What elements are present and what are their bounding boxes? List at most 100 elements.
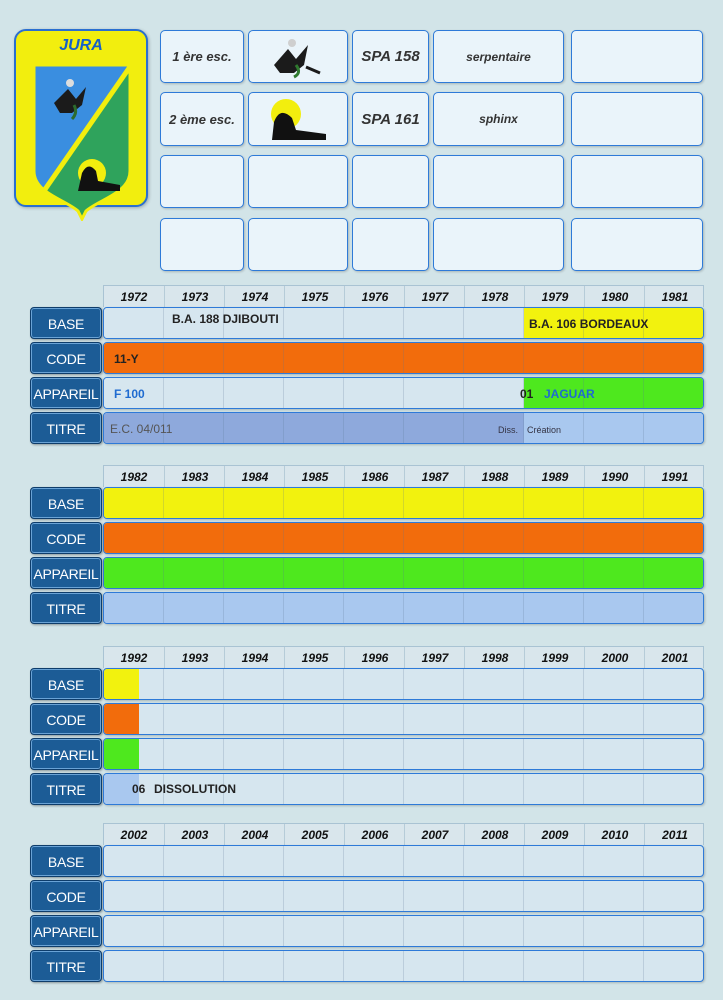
year-label: 2002 <box>120 828 148 842</box>
year-gridline <box>583 916 584 946</box>
year-label: 2011 <box>644 824 705 846</box>
year-gridline <box>223 523 224 553</box>
year-gridline <box>463 593 464 623</box>
year-gridline <box>403 916 404 946</box>
year-gridline <box>463 916 464 946</box>
year-gridline <box>343 669 344 699</box>
year-gridline <box>583 704 584 734</box>
timeline-segment <box>524 378 703 408</box>
timeline-track-titre <box>103 950 704 982</box>
year-gridline <box>223 739 224 769</box>
year-gridline <box>283 343 284 373</box>
year-gridline <box>583 774 584 804</box>
year-gridline <box>523 488 524 518</box>
year-gridline <box>163 593 164 623</box>
year-gridline <box>343 916 344 946</box>
squadron-escadrille: 1 ère esc. <box>160 30 244 83</box>
timeline-track-code <box>103 522 704 554</box>
year-gridline <box>463 704 464 734</box>
year-gridline <box>343 378 344 408</box>
year-gridline <box>583 739 584 769</box>
timeline-track-code: 11-Y <box>103 342 704 374</box>
timeline-track-base <box>103 487 704 519</box>
year-label: 1976 <box>344 286 405 308</box>
year-gridline <box>223 488 224 518</box>
row-label-base: BASE <box>30 668 102 700</box>
year-gridline <box>223 558 224 588</box>
timeline-segment <box>104 413 524 443</box>
year-gridline <box>343 951 344 981</box>
year-gridline <box>523 881 524 911</box>
year-gridline <box>343 558 344 588</box>
year-gridline <box>403 739 404 769</box>
year-gridline <box>283 916 284 946</box>
year-gridline <box>523 523 524 553</box>
timeline-track-appareil: F 100 01 JAGUAR <box>103 377 704 409</box>
year-label: 1989 <box>524 466 585 488</box>
timeline-entry-text: 01 <box>520 387 534 401</box>
year-gridline <box>523 669 524 699</box>
year-label: 1991 <box>644 466 705 488</box>
year-gridline <box>403 881 404 911</box>
year-gridline <box>523 593 524 623</box>
year-gridline <box>643 739 644 769</box>
year-gridline <box>523 558 524 588</box>
row-label-base: BASE <box>30 307 102 339</box>
year-label: 1974 <box>224 286 285 308</box>
squadron-cell <box>352 218 429 271</box>
year-gridline <box>643 881 644 911</box>
year-gridline <box>463 774 464 804</box>
year-label: 1984 <box>224 466 285 488</box>
year-gridline <box>283 881 284 911</box>
serpentaire-bird-icon <box>274 38 321 78</box>
squadron-cell <box>160 218 244 271</box>
timeline-segment <box>104 739 139 769</box>
year-gridline <box>463 669 464 699</box>
year-label: 1981 <box>644 286 705 308</box>
year-label: 1977 <box>404 286 465 308</box>
year-gridline <box>523 846 524 876</box>
timeline-entry-text: Diss. <box>498 425 518 435</box>
row-label-titre: TITRE <box>30 773 102 805</box>
year-gridline <box>163 774 164 804</box>
year-gridline <box>403 846 404 876</box>
year-label: 2004 <box>224 824 285 846</box>
timeline-track-appareil <box>103 738 704 770</box>
row-label-code: CODE <box>30 880 102 912</box>
timeline-track-titre: 06 DISSOLUTION <box>103 773 704 805</box>
year-gridline <box>163 378 164 408</box>
year-label: 1979 <box>524 286 585 308</box>
year-gridline <box>403 774 404 804</box>
timeline-entry-text: DISSOLUTION <box>154 782 237 796</box>
unit-badge: JURA <box>14 29 148 221</box>
year-gridline <box>163 669 164 699</box>
year-gridline <box>283 413 284 443</box>
year-gridline <box>583 881 584 911</box>
year-gridline <box>223 413 224 443</box>
squadron-cell <box>571 30 703 83</box>
year-label: 1997 <box>404 647 465 669</box>
timeline-segment <box>104 593 703 623</box>
year-gridline <box>643 378 644 408</box>
year-header: 1992 1993 1994 1995 1996 1997 1998 1999 2000 2001 <box>103 646 704 669</box>
squadron-cell <box>248 218 348 271</box>
year-label: 1992 <box>120 651 148 665</box>
year-gridline <box>223 343 224 373</box>
year-gridline <box>523 308 524 338</box>
year-label: 1982 <box>120 470 148 484</box>
year-gridline <box>283 704 284 734</box>
year-gridline <box>583 846 584 876</box>
year-gridline <box>403 343 404 373</box>
year-gridline <box>283 951 284 981</box>
timeline-segment <box>104 378 524 408</box>
year-gridline <box>163 881 164 911</box>
year-label: 1972 <box>120 290 148 304</box>
row-label-base: BASE <box>30 845 102 877</box>
year-gridline <box>223 951 224 981</box>
year-gridline <box>283 739 284 769</box>
timeline-track-base <box>103 668 704 700</box>
year-label: 2006 <box>344 824 405 846</box>
squadron-cell <box>352 155 429 208</box>
year-label: 1993 <box>164 647 225 669</box>
sphinx-icon <box>78 166 120 191</box>
